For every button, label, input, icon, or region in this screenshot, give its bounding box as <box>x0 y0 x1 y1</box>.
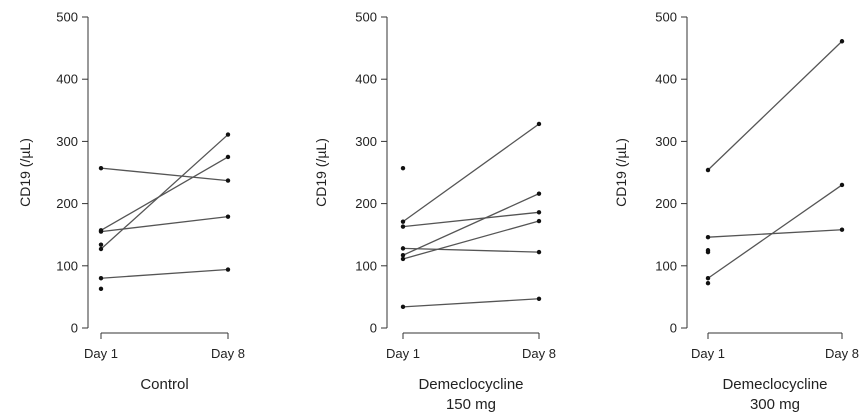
subject-line <box>402 247 540 253</box>
data-point-day8 <box>225 154 231 160</box>
subject-line <box>402 123 540 223</box>
x-tick-label: Day 1 <box>386 346 420 361</box>
chart-panel-3: 0 100 200 300 400 500 Day 1 Day 8 CD19 (/µL) Deme… <box>613 10 859 414</box>
y-tick-label: 0 <box>370 321 377 336</box>
data-point-day1 <box>400 246 406 251</box>
data-point-day1 <box>98 228 104 233</box>
data-point-day8 <box>536 191 542 196</box>
subject-line <box>707 40 843 171</box>
y-tick-label: 100 <box>355 258 377 273</box>
subject-line <box>707 229 843 238</box>
data-point-day1 <box>98 276 104 281</box>
y-tick-label: 100 <box>655 258 677 273</box>
y-tick-label: 300 <box>655 134 677 149</box>
x-tick-label: Day 8 <box>522 346 556 361</box>
y-tick-label: 400 <box>56 72 78 87</box>
subject-line <box>402 211 540 228</box>
data-point-day1 <box>400 253 406 258</box>
data-point-day8 <box>839 39 845 44</box>
y-tick-label: 100 <box>56 258 78 273</box>
chart-panel-2: 0 100 200 300 400 500 Day 1 Day 8 CD19 (/µL) Deme… <box>313 10 556 414</box>
data-point-day8 <box>536 210 542 215</box>
data-point-day1 <box>705 167 711 173</box>
x-tick-label: Day 1 <box>84 346 118 361</box>
x-axis-title: 150 mg <box>446 396 496 413</box>
y-tick-label: 200 <box>355 196 377 211</box>
y-tick-label: 200 <box>655 196 677 211</box>
data-point-day8 <box>225 178 231 183</box>
subject-line <box>707 184 843 279</box>
y-tick-label: 0 <box>71 321 78 336</box>
chart-panel-1: 0 100 200 300 400 500 Day 1 Day 8 CD19 (/µL) Cont… <box>17 10 245 394</box>
data-point-day8 <box>536 218 542 224</box>
subject-line <box>402 298 540 308</box>
data-point-day1 <box>98 246 104 252</box>
x-tick-label: Day 1 <box>691 346 725 361</box>
data-point-day1 <box>400 219 406 224</box>
x-tick-label: Day 8 <box>825 346 859 361</box>
subject-line <box>100 134 229 250</box>
data-point-day1 <box>400 165 406 171</box>
y-tick-label: 400 <box>355 72 377 87</box>
data-point-day1 <box>98 165 104 171</box>
data-point-day1 <box>705 281 711 286</box>
x-axis-title: 300 mg <box>750 396 800 413</box>
data-point-day8 <box>225 132 231 137</box>
data-point-day1 <box>705 234 711 240</box>
data-point-day8 <box>536 249 542 255</box>
data-point-day1 <box>400 304 406 310</box>
x-axis-title: Demeclocycline <box>418 376 523 393</box>
data-point-day8 <box>839 227 845 232</box>
x-axis-title: Control <box>140 376 188 393</box>
x-tick-label: Day 8 <box>211 346 245 361</box>
y-tick-label: 400 <box>655 72 677 87</box>
data-point-day8 <box>839 182 845 188</box>
y-tick-label: 300 <box>355 134 377 149</box>
y-axis-label: CD19 (/µL) <box>313 138 329 207</box>
y-tick-label: 500 <box>655 10 677 25</box>
y-tick-label: 500 <box>56 10 78 25</box>
subject-line <box>100 156 229 231</box>
subject-line <box>402 220 540 260</box>
y-axis-label: CD19 (/µL) <box>17 138 33 207</box>
data-point-day1 <box>705 276 711 281</box>
data-point-day8 <box>536 121 542 127</box>
data-point-day8 <box>225 214 231 219</box>
subject-line <box>100 268 229 279</box>
data-point-day1 <box>98 286 104 292</box>
data-point-day1 <box>400 224 406 229</box>
y-tick-label: 200 <box>56 196 78 211</box>
data-point-day1 <box>98 242 104 247</box>
data-point-day8 <box>225 267 231 272</box>
subject-line <box>402 193 540 256</box>
data-point-day8 <box>536 296 542 301</box>
y-tick-label: 0 <box>670 321 677 336</box>
y-axis-label: CD19 (/µL) <box>613 138 629 207</box>
y-tick-label: 300 <box>56 134 78 149</box>
data-point-day1 <box>705 249 711 255</box>
x-axis-title: Demeclocycline <box>722 376 827 393</box>
data-point-day1 <box>400 256 406 262</box>
subject-line <box>100 167 229 182</box>
y-tick-label: 500 <box>355 10 377 25</box>
